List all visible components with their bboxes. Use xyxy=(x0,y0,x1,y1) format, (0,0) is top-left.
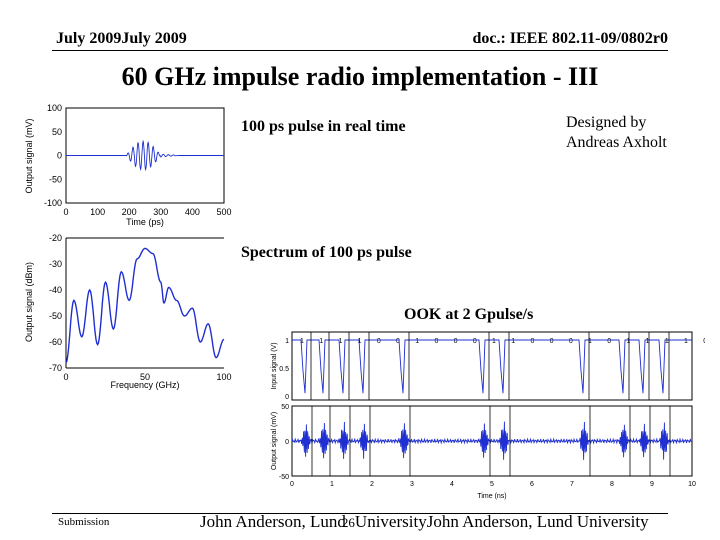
ook-bit-label: 0 xyxy=(530,338,534,345)
ook-output-trace xyxy=(291,421,693,460)
pulse-time-xtick: 400 xyxy=(185,207,200,217)
spectrum-trace xyxy=(65,247,225,364)
footer-author: John Anderson, Lund26UniversityJohn Ande… xyxy=(200,512,649,532)
ook-output-xtick: 4 xyxy=(450,481,454,488)
pulse-time-ytick: 0 xyxy=(57,151,62,161)
ook-output-xtick: 0 xyxy=(290,481,294,488)
ook-bit-label: 1 xyxy=(626,338,630,345)
footer-submission: Submission xyxy=(58,516,110,528)
spectrum-ytick: -20 xyxy=(49,233,62,243)
ook-bit-label: 1 xyxy=(358,338,362,345)
pulse-time-ylabel: Output signal (mV) xyxy=(24,118,34,193)
pulse-time-ytick: -100 xyxy=(44,198,62,208)
ook-bit-label: 1 xyxy=(338,338,342,345)
ook-input-ytick: 0 xyxy=(285,394,289,401)
pulse-time-ytick: 50 xyxy=(52,127,62,137)
ook-output-xtick: 3 xyxy=(410,481,414,488)
ook-output-ytick: 0 xyxy=(285,439,289,446)
ook-bit-label: 0 xyxy=(473,338,477,345)
spectrum-ytick: -40 xyxy=(49,285,62,295)
spectrum-xtick: 50 xyxy=(140,372,150,382)
footer-author-affiliation: University xyxy=(354,512,427,531)
spectrum-xlabel: Frequency (GHz) xyxy=(110,380,179,390)
spectrum-chart: 0 50 100 -20 -30 -40 -50 -60 -70 Frequency (GHz)… xyxy=(24,233,232,390)
footer-author-name: John Anderson, Lund xyxy=(200,512,346,531)
ook-output-xtick: 1 xyxy=(330,481,334,488)
ook-output-xtick: 8 xyxy=(610,481,614,488)
ook-output-xtick: 9 xyxy=(650,481,654,488)
pulse-time-xtick: 500 xyxy=(216,207,231,217)
spectrum-xtick: 100 xyxy=(216,372,231,382)
ook-bit-label: 0 xyxy=(703,338,705,345)
ook-bit-label: 0 xyxy=(454,338,458,345)
ook-output-xlabel: Time (ns) xyxy=(477,493,506,500)
ook-bit-label: 0 xyxy=(607,338,611,345)
ook-output-xtick: 5 xyxy=(490,481,494,488)
ook-bit-label: 0 xyxy=(550,338,554,345)
header-rule xyxy=(52,50,668,51)
designed-by-name: Andreas Axholt xyxy=(566,134,667,151)
ook-output-ytick: 50 xyxy=(281,404,289,411)
spectrum-ytick: -70 xyxy=(49,363,62,373)
designed-by: Designed by Andreas Axholt xyxy=(566,113,667,153)
ook-bit-label: 1 xyxy=(415,338,419,345)
ook-bit-label: 1 xyxy=(665,338,669,345)
ook-bit-label: 1 xyxy=(511,338,515,345)
ook-output-ylabel: Output signal (mV) xyxy=(271,412,278,470)
ook-bit-label: 0 xyxy=(377,338,381,345)
pulse-time-xtick: 0 xyxy=(63,207,68,217)
ook-bit-label: 0 xyxy=(434,338,438,345)
ook-bit-label: 1 xyxy=(588,338,592,345)
ook-input-ylabel: Input signal (V) xyxy=(271,342,278,389)
pulse-time-xtick: 100 xyxy=(90,207,105,217)
spectrum-ytick: -30 xyxy=(49,259,62,269)
pulse-time-xtick: 300 xyxy=(153,207,168,217)
ook-output-ytick: -50 xyxy=(279,474,289,481)
ook-output-xtick: 7 xyxy=(570,481,574,488)
slide-title: 60 GHz impulse radio implementation - II… xyxy=(121,62,599,91)
header-doc-id: doc.: IEEE 802.11-09/0802r0 xyxy=(472,30,668,47)
ook-output-xtick: 6 xyxy=(530,481,534,488)
ook-bit-label: 1 xyxy=(492,338,496,345)
ook-bit-label: 1 xyxy=(684,338,688,345)
spectrum-ytick: -60 xyxy=(49,337,62,347)
pulse-time-trace xyxy=(66,139,224,172)
pulse-time-xtick: 200 xyxy=(122,207,137,217)
pulse-time-ytick: 100 xyxy=(47,103,62,113)
ook-input-frame xyxy=(291,331,693,401)
footer-author-repeat: John Anderson, Lund University xyxy=(426,512,649,531)
ook-input-chart: 1 0.5 0 1 1 1 1 0 0 1 0 0 0 1 1 0 0 0 1 0 1 1 1 1 0 Input signal… xyxy=(271,331,705,401)
pulse-time-xlabel: Time (ps) xyxy=(126,217,164,227)
ook-bit-label: 0 xyxy=(569,338,573,345)
caption-spectrum: Spectrum of 100 ps pulse xyxy=(241,244,412,261)
ook-bit-label: 1 xyxy=(319,338,323,345)
footer-rule xyxy=(52,513,668,514)
ook-input-ytick: 0.5 xyxy=(279,366,289,373)
ook-input-trace xyxy=(292,339,692,394)
ook-bit-label: 1 xyxy=(300,338,304,345)
ook-output-xtick: 2 xyxy=(370,481,374,488)
caption-pulse: 100 ps pulse in real time xyxy=(241,118,406,135)
spectrum-ylabel: Output signal (dBm) xyxy=(24,262,34,342)
spectrum-ytick: -50 xyxy=(49,311,62,321)
ook-output-xtick: 10 xyxy=(688,481,696,488)
ook-bit-label: 0 xyxy=(396,338,400,345)
ook-input-ytick: 1 xyxy=(285,338,289,345)
footer-page-number: 26 xyxy=(341,515,355,530)
spectrum-xtick: 0 xyxy=(63,372,68,382)
caption-ook: OOK at 2 Gpulse/s xyxy=(404,306,534,323)
header-date: July 2009July 2009 xyxy=(56,30,187,47)
pulse-time-ytick: -50 xyxy=(49,174,62,184)
ook-bit-label: 1 xyxy=(646,338,650,345)
designed-by-label: Designed by xyxy=(566,114,647,131)
